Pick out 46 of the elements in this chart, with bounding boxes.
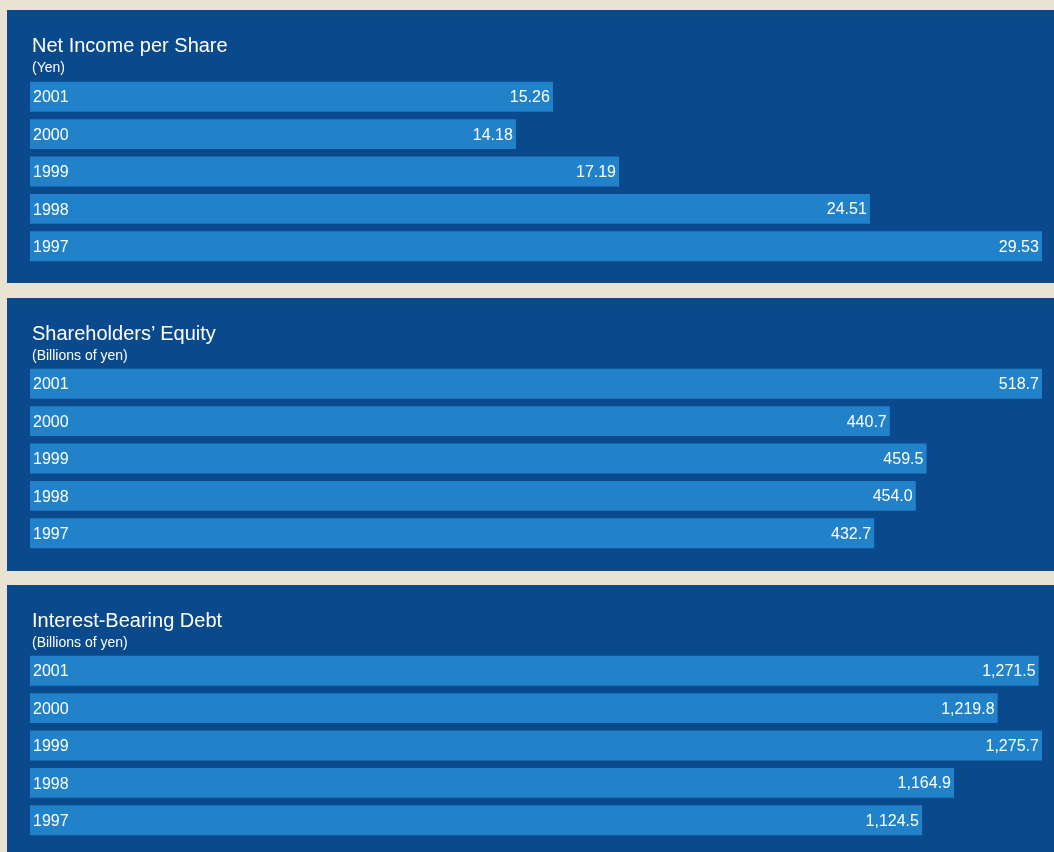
y-tick-label: 1997 [33,811,69,829]
data-label: 1,271.5 [982,662,1036,680]
bar [30,406,890,437]
y-tick-label: 1999 [33,737,69,755]
bar [30,156,620,187]
bar [30,231,1042,262]
data-label: 15.26 [509,88,550,106]
y-tick-label: 1997 [33,524,69,542]
y-tick-label: 2000 [33,699,69,717]
chart-title: Net Income per Share [32,34,228,56]
y-tick-label: 2000 [33,412,69,430]
data-label: 29.53 [998,237,1039,255]
data-label: 1,275.7 [985,737,1039,754]
data-label: 1,124.5 [865,811,920,829]
y-tick-label: 1998 [33,487,69,505]
data-label: 440.7 [846,412,887,430]
y-tick-label: 1999 [33,450,69,468]
chart-subtitle: (Billions of yen) [32,634,128,650]
data-label: 454.0 [872,487,913,505]
data-label: 1,219.8 [941,699,995,717]
bar [30,443,927,474]
bar [30,119,516,150]
data-label: 518.7 [998,375,1039,393]
y-tick-label: 2000 [33,125,69,143]
data-label: 432.7 [831,524,872,542]
bar [30,368,1042,399]
bar [30,480,916,511]
y-tick-label: 2001 [33,88,69,106]
data-label: 1,164.9 [897,774,952,792]
data-label: 459.5 [883,450,924,467]
data-label: 14.18 [472,125,513,143]
y-tick-label: 2001 [33,375,69,393]
chart-subtitle: (Yen) [32,59,65,75]
bar [30,81,553,112]
data-label: 17.19 [575,163,617,180]
data-label: 24.51 [826,200,867,218]
chart-title: Shareholders’ Equity [32,322,216,344]
y-tick-label: 1998 [33,774,69,792]
bar [30,193,870,224]
chart-title: Interest-Bearing Debt [32,609,223,631]
y-tick-label: 2001 [33,662,69,680]
y-tick-label: 1997 [33,237,69,255]
y-tick-label: 1998 [33,200,69,218]
bar [30,518,875,549]
y-tick-label: 1999 [33,163,69,181]
chart-subtitle: (Billions of yen) [32,347,128,363]
